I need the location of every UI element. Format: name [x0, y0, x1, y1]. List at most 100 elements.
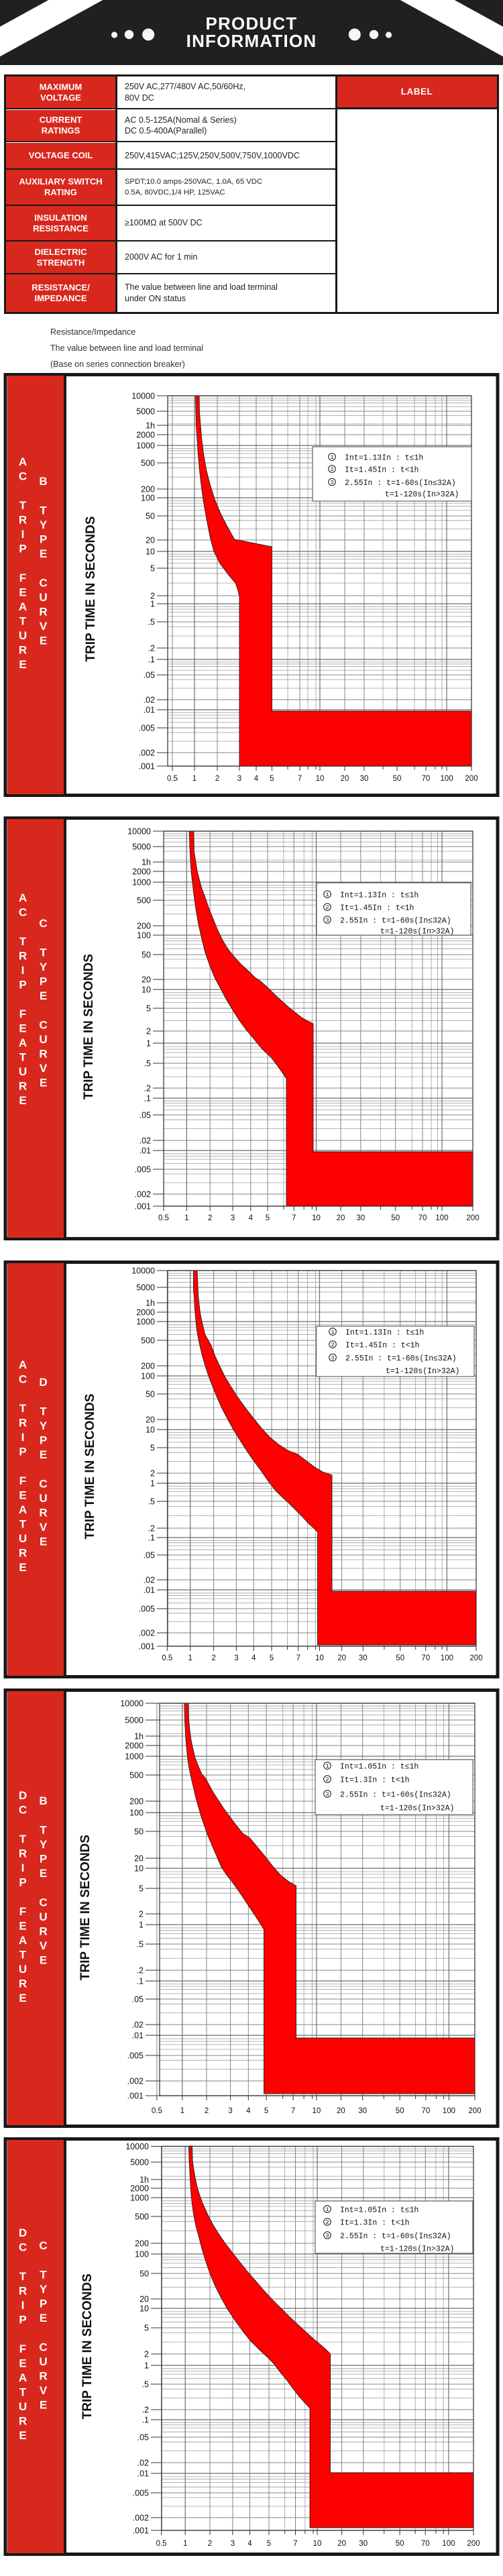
svg-text:R: R [19, 1978, 27, 1990]
svg-text:D: D [19, 2226, 27, 2239]
svg-text:P: P [40, 1434, 47, 1447]
svg-text:4: 4 [249, 1214, 254, 1222]
svg-text:1: 1 [325, 892, 329, 898]
svg-text:t=1-120s(In>32A): t=1-120s(In>32A) [380, 2245, 454, 2254]
svg-text:0.5: 0.5 [156, 2540, 167, 2548]
svg-text:.2: .2 [144, 1084, 151, 1093]
svg-text:U: U [39, 591, 47, 604]
svg-text:5: 5 [150, 1444, 155, 1453]
svg-text:10: 10 [316, 775, 325, 783]
svg-text:It=1.45In : t<1h: It=1.45In : t<1h [345, 1342, 419, 1350]
svg-text:P: P [19, 2314, 26, 2326]
svg-text:C: C [39, 2239, 47, 2252]
svg-text:U: U [19, 1065, 27, 1078]
svg-text:50: 50 [134, 1827, 144, 1837]
svg-text:2000: 2000 [132, 867, 151, 877]
svg-text:5: 5 [264, 2107, 268, 2115]
svg-text:F: F [19, 2343, 26, 2355]
svg-text:TRIP TIME IN SECONDS: TRIP TIME IN SECONDS [78, 1835, 93, 1980]
svg-text:A: A [19, 1503, 27, 1516]
svg-text:It=1.45In : t<1h: It=1.45In : t<1h [345, 466, 418, 475]
svg-text:E: E [19, 658, 26, 671]
svg-text:20: 20 [341, 775, 349, 783]
svg-text:P: P [40, 975, 47, 988]
svg-text:E: E [19, 1489, 26, 1502]
svg-text:It=1.3In : t<1h: It=1.3In : t<1h [340, 1776, 410, 1785]
svg-text:P: P [19, 1876, 26, 1889]
svg-text:C: C [39, 1478, 47, 1491]
svg-text:50: 50 [146, 512, 155, 521]
svg-text:INFORMATION: INFORMATION [186, 31, 317, 51]
svg-text:30: 30 [359, 1654, 368, 1662]
svg-text:20: 20 [142, 975, 151, 985]
svg-text:.05: .05 [144, 671, 155, 680]
svg-text:20: 20 [337, 1654, 346, 1662]
svg-text:2: 2 [330, 466, 333, 473]
svg-text:C: C [39, 577, 47, 590]
svg-text:Int=1.13In : t≤1h: Int=1.13In : t≤1h [345, 454, 423, 463]
svg-text:Y: Y [40, 961, 48, 973]
svg-text:P: P [19, 979, 26, 991]
svg-text:5: 5 [267, 2540, 271, 2548]
svg-text:1000: 1000 [125, 1752, 144, 1762]
svg-text:R: R [19, 1417, 27, 1430]
svg-text:t=1-120s(In>32A): t=1-120s(In>32A) [385, 490, 459, 499]
svg-text:.02: .02 [139, 1136, 151, 1146]
svg-text:2.55In : t=1-60s(In≤32A): 2.55In : t=1-60s(In≤32A) [340, 1791, 451, 1800]
svg-text:R: R [19, 1547, 27, 1560]
svg-text:70: 70 [418, 1214, 427, 1222]
svg-text:.05: .05 [137, 2433, 149, 2443]
svg-text:200: 200 [141, 485, 155, 494]
svg-text:30: 30 [360, 775, 369, 783]
svg-text:T: T [19, 615, 27, 628]
svg-text:200: 200 [466, 1214, 479, 1222]
svg-text:R: R [39, 1048, 47, 1061]
svg-text:10000: 10000 [120, 1699, 144, 1709]
svg-text:PRODUCT: PRODUCT [206, 13, 298, 34]
svg-text:R: R [19, 514, 27, 527]
svg-text:4: 4 [246, 2107, 251, 2115]
svg-text:R: R [39, 2370, 47, 2383]
svg-text:U: U [39, 1033, 47, 1046]
svg-text:T: T [19, 935, 27, 948]
svg-text:V: V [40, 1521, 48, 1534]
svg-text:E: E [19, 1022, 26, 1035]
svg-text:500: 500 [137, 896, 151, 906]
svg-text:T: T [40, 947, 47, 959]
svg-text:100: 100 [443, 2107, 455, 2115]
svg-text:.2: .2 [148, 1524, 155, 1534]
svg-text:V: V [40, 1939, 48, 1952]
svg-text:2.55In : t=1-60s(In≤32A): 2.55In : t=1-60s(In≤32A) [345, 1354, 457, 1363]
svg-text:.005: .005 [133, 2489, 149, 2498]
svg-text:C: C [19, 906, 27, 919]
svg-text:P: P [40, 1853, 47, 1866]
svg-text:A: A [19, 1934, 27, 1947]
svg-text:30: 30 [356, 1214, 365, 1222]
svg-text:T: T [19, 1402, 27, 1415]
svg-text:Int=1.05In : t≤1h: Int=1.05In : t≤1h [340, 2206, 418, 2215]
svg-text:D: D [39, 1376, 47, 1389]
svg-text:R: R [39, 1925, 47, 1938]
svg-text:A: A [19, 892, 27, 904]
svg-text:.05: .05 [139, 1111, 151, 1120]
svg-text:50: 50 [146, 1390, 155, 1399]
svg-text:T: T [19, 499, 27, 512]
svg-text:E: E [40, 2399, 47, 2412]
svg-text:5000: 5000 [130, 2158, 149, 2167]
svg-text:E: E [40, 1867, 47, 1880]
svg-text:10: 10 [139, 2304, 149, 2314]
svg-text:2000: 2000 [136, 1308, 155, 1318]
svg-text:2000: 2000 [136, 431, 155, 440]
svg-text:.5: .5 [137, 1940, 144, 1949]
svg-text:P: P [40, 533, 47, 546]
svg-text:3: 3 [234, 1654, 238, 1662]
svg-text:100: 100 [141, 1372, 155, 1381]
svg-text:30: 30 [358, 2107, 367, 2115]
svg-text:.01: .01 [139, 1146, 151, 1156]
svg-text:U: U [39, 1492, 47, 1505]
svg-text:F: F [19, 1008, 26, 1020]
svg-text:t=1-120s(In>32A): t=1-120s(In>32A) [386, 1367, 459, 1376]
svg-text:50: 50 [142, 951, 151, 960]
svg-text:5000: 5000 [125, 1716, 144, 1725]
svg-text:.005: .005 [139, 1605, 155, 1614]
